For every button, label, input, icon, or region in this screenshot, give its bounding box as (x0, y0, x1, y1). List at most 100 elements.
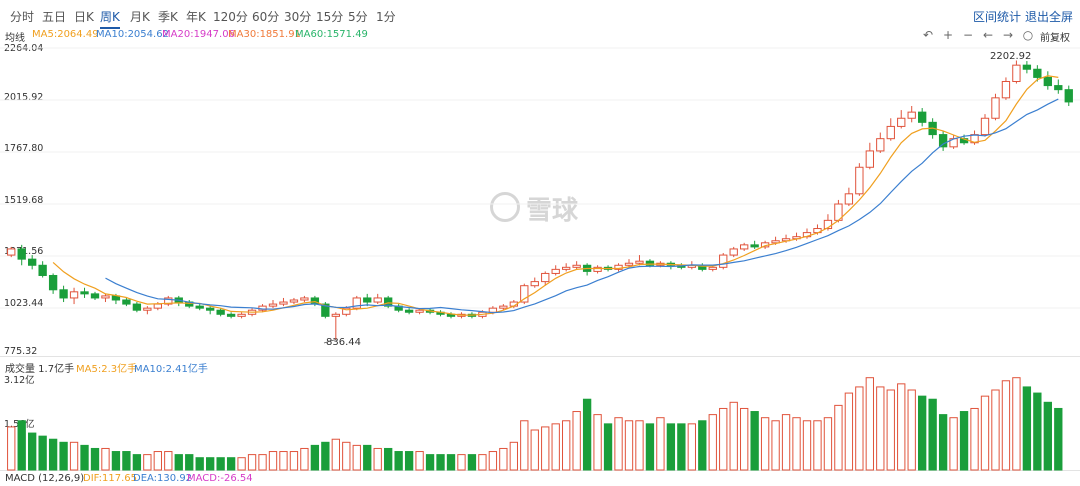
volume-bar (342, 441, 351, 471)
volume-bar (687, 423, 696, 471)
volume-bar (876, 386, 885, 471)
minus-icon[interactable]: − (962, 28, 974, 42)
tab-7[interactable]: 年K (186, 10, 206, 24)
candle-body (1022, 64, 1032, 70)
candle-body (938, 134, 948, 148)
volume-bar (729, 401, 738, 471)
candle-body (80, 291, 89, 295)
y-tick-label: 1023.44 (4, 298, 44, 309)
candle-body (404, 309, 414, 313)
volume-bar (28, 432, 37, 471)
volume-bar (247, 454, 257, 471)
volume-bar (352, 444, 361, 471)
panel-separator (0, 470, 1080, 471)
macd-dif-legend: DIF:117.65 (83, 473, 137, 484)
arrow-left-icon[interactable]: ← (982, 28, 994, 42)
volume-bar (457, 454, 466, 471)
candle-body (740, 244, 749, 250)
candle-body (907, 111, 916, 119)
tab-5[interactable]: 月K (130, 10, 150, 24)
volume-bar (279, 451, 288, 471)
candle-body (289, 299, 299, 303)
exit-fullscreen-link[interactable]: 退出全屏 (1025, 10, 1074, 24)
candle-body (268, 303, 278, 307)
volume-bar (802, 420, 812, 471)
candle-body (729, 248, 738, 256)
volume-bar (614, 417, 623, 471)
volume-bar (551, 423, 560, 471)
volume-bar (153, 451, 162, 471)
tab-10[interactable]: 30分 (284, 10, 312, 24)
candle-body (59, 289, 68, 299)
candle-body (551, 268, 560, 274)
circle-icon[interactable]: ○ (1022, 28, 1034, 42)
undo-icon[interactable]: ↶ (922, 28, 934, 42)
candle-body (980, 117, 990, 136)
candle-body (844, 193, 854, 205)
volume-ma5-legend: MA5:2.3亿手 (76, 364, 138, 375)
tab-9[interactable]: 60分 (252, 10, 280, 24)
volume-bar (467, 454, 477, 471)
arrow-right-icon[interactable]: → (1002, 28, 1014, 42)
candle-body (1033, 68, 1042, 78)
volume-bar (645, 423, 655, 471)
candle-body (164, 297, 173, 305)
tab-2[interactable]: 五日 (42, 10, 67, 24)
candle-body (143, 307, 152, 311)
volume-bar (446, 454, 456, 471)
volume-bar (750, 411, 759, 471)
volume-bar (740, 407, 749, 471)
candle-body (48, 274, 58, 291)
tab-3[interactable]: 日K (74, 10, 94, 24)
range-stats-link[interactable]: 区间统计 (973, 10, 1022, 24)
candle-body (90, 293, 100, 299)
ma5-legend: MA5:2064.49 (32, 29, 99, 40)
volume-bar (310, 444, 320, 471)
volume-bar (656, 417, 665, 471)
volume-bar (59, 441, 68, 471)
tab-12[interactable]: 5分 (348, 10, 368, 24)
tab-8[interactable]: 120分 (213, 10, 248, 24)
candle-body (321, 303, 330, 317)
tab-6[interactable]: 季K (158, 10, 178, 24)
adjust-mode-button[interactable]: 前复权 (1040, 33, 1070, 44)
volume-bar (268, 451, 278, 471)
tab-4[interactable]: 周K (100, 8, 120, 29)
volume-bar (813, 420, 822, 471)
candle-body (279, 301, 288, 305)
plus-icon[interactable]: + (942, 28, 954, 42)
volume-bar (258, 454, 267, 471)
tab-13[interactable]: 1分 (376, 10, 396, 24)
candle-body (886, 125, 895, 140)
tab-11[interactable]: 15分 (316, 10, 344, 24)
volume-bar (384, 447, 393, 471)
tab-1[interactable]: 分时 (10, 10, 35, 24)
candle-body (499, 305, 508, 309)
candle-body (991, 97, 1000, 119)
volume-bar (373, 447, 382, 471)
candle-body (132, 303, 142, 311)
candle-body (1001, 80, 1011, 99)
y-tick-label: 2015.92 (4, 92, 44, 103)
candle-body (865, 150, 874, 168)
panel-separator (0, 356, 1080, 357)
volume-bar (603, 423, 613, 471)
volume-bar (1001, 380, 1011, 471)
candle-body (572, 264, 581, 268)
candle-body (719, 254, 728, 268)
volume-bar (499, 447, 508, 471)
candle-body (69, 291, 79, 299)
candle-body (530, 281, 539, 287)
candle-body (237, 313, 246, 317)
volume-bar (1012, 377, 1021, 471)
volume-bar (425, 454, 435, 471)
volume-bar (792, 417, 801, 471)
volume-bar (17, 420, 26, 471)
candle-body (635, 260, 644, 264)
candle-body (7, 248, 16, 256)
candle-body (122, 299, 131, 305)
candle-body (226, 313, 236, 317)
volume-bar (164, 451, 173, 471)
volume-bar (478, 454, 487, 471)
